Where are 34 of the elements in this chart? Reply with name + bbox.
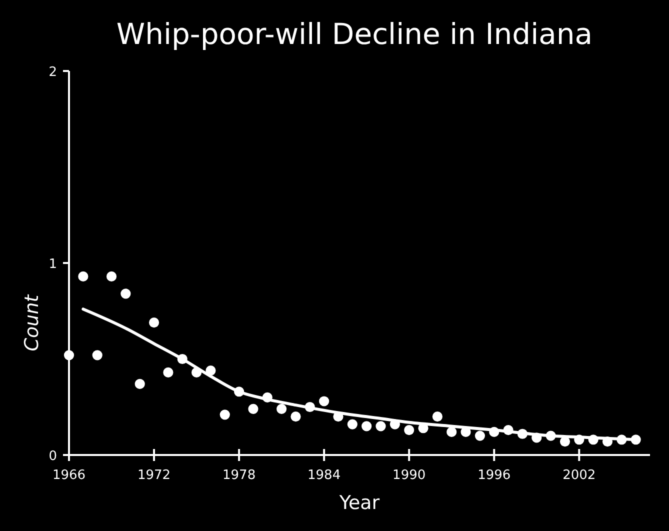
point: [106, 271, 117, 282]
x-tick-label: 1990: [392, 468, 426, 483]
y-tick-label: 0: [48, 449, 57, 464]
x-tick-label: 1978: [222, 468, 256, 483]
point: [163, 367, 174, 378]
point: [362, 421, 372, 432]
x-axis-title: Year: [338, 492, 380, 514]
x-tick-label: 2002: [562, 468, 596, 483]
x-tick-label: 1966: [52, 468, 86, 483]
point: [376, 421, 386, 432]
point: [404, 425, 414, 436]
y-tick-label: 1: [48, 257, 57, 272]
point: [347, 419, 358, 430]
point: [319, 396, 330, 406]
y-tick-label: 2: [48, 65, 57, 80]
point: [92, 350, 102, 360]
x-tick-label: 1972: [137, 468, 171, 483]
point: [64, 350, 74, 360]
point: [290, 412, 301, 422]
point: [120, 288, 131, 299]
point: [276, 404, 287, 414]
point: [446, 426, 457, 437]
point: [148, 317, 160, 328]
x-tick-label: 1996: [478, 468, 511, 483]
point: [134, 378, 145, 389]
point: [560, 436, 570, 447]
point: [78, 271, 88, 282]
x-tick-label: 1984: [308, 468, 341, 483]
point: [432, 412, 442, 422]
point: [220, 410, 230, 420]
chart-title: Whip-poor-will Decline in Indiana: [116, 17, 593, 51]
y-axis-title: Count: [21, 293, 43, 352]
point: [248, 404, 258, 414]
point: [474, 430, 485, 441]
